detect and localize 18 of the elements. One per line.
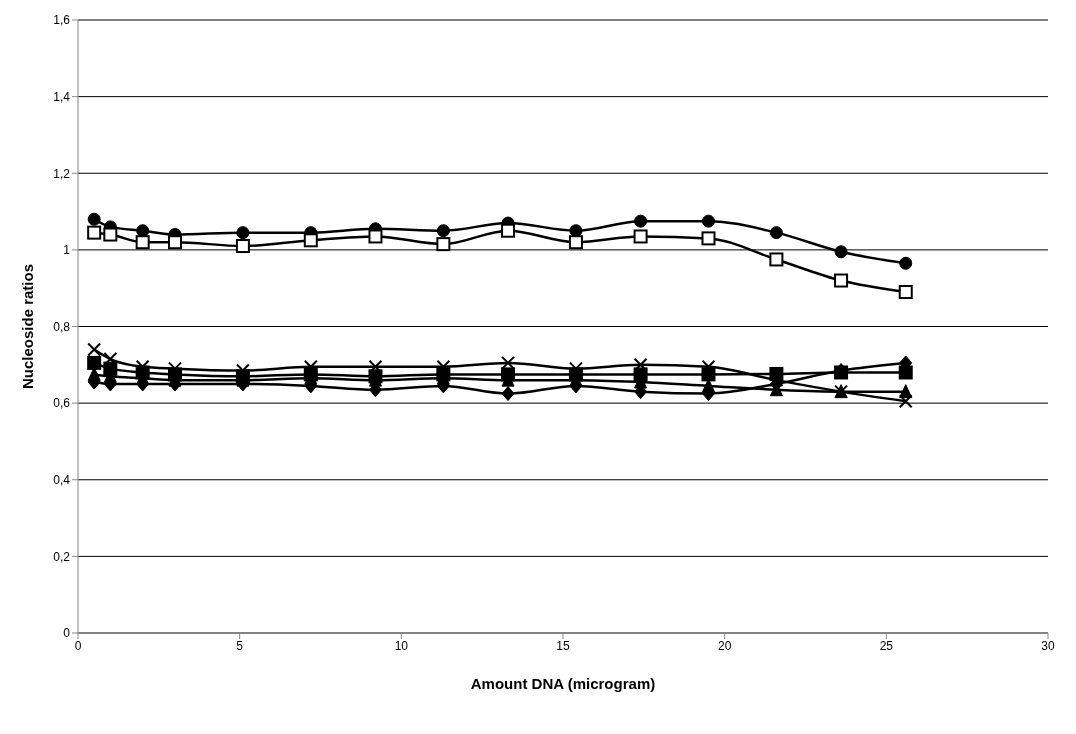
y-tick-label: 0,4 <box>53 473 71 488</box>
y-tick-label: 1 <box>63 243 71 258</box>
x-tick-label: 10 <box>394 638 409 653</box>
y-tick-label: 1,4 <box>53 89 71 104</box>
x-tick-label: 15 <box>556 638 570 653</box>
y-tick-label: 0,8 <box>53 319 71 334</box>
x-tick-label: 5 <box>236 638 244 653</box>
x-tick-label: 20 <box>717 638 732 653</box>
x-tick-label: 30 <box>1041 638 1055 653</box>
x-axis-title: Amount DNA (microgram) <box>470 675 656 692</box>
x-tick-label: 25 <box>879 638 894 653</box>
y-tick-label: 0,2 <box>53 549 71 564</box>
y-tick-label: 1,6 <box>53 13 71 28</box>
y-tick-label: 1,2 <box>53 166 71 181</box>
y-tick-label: 0,6 <box>53 396 71 411</box>
y-axis-title: Nucleoside ratios <box>19 263 37 390</box>
y-tick-label: 0 <box>63 626 71 641</box>
x-tick-label: 0 <box>74 638 82 653</box>
